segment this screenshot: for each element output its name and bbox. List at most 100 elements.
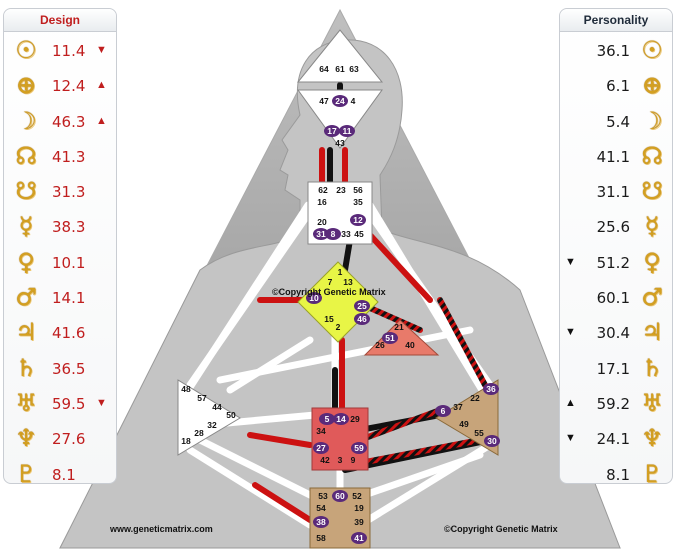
gate-highlight bbox=[332, 95, 348, 107]
gate-43: 43 bbox=[335, 138, 345, 148]
design-row-mercury[interactable]: ☿ 38.3 bbox=[4, 209, 116, 244]
gate-18: 18 bbox=[181, 436, 191, 446]
gate-47: 47 bbox=[319, 96, 329, 106]
design-row-saturn[interactable]: ♄ 36.5 bbox=[4, 351, 116, 386]
design-row-uranus[interactable]: ♅ 59.5 ▼ bbox=[4, 386, 116, 421]
design-row-north-node[interactable]: ☊ 41.3 bbox=[4, 139, 116, 174]
gate-2: 2 bbox=[336, 322, 341, 332]
gate-4: 4 bbox=[351, 96, 356, 106]
gate-13: 13 bbox=[343, 277, 353, 287]
gate-53: 53 bbox=[318, 491, 328, 501]
gate-51: 51 bbox=[385, 333, 395, 343]
design-value: 12.4 bbox=[52, 77, 86, 96]
uranus-icon: ♅ bbox=[641, 388, 663, 417]
gate-highlight bbox=[313, 516, 329, 528]
earth-icon: ⊕ bbox=[641, 71, 663, 100]
gate-10: 10 bbox=[309, 293, 319, 303]
pluto-icon: ♇ bbox=[641, 459, 663, 488]
design-row-jupiter[interactable]: ♃ 41.6 bbox=[4, 315, 116, 350]
neptune-icon: ♆ bbox=[15, 424, 37, 453]
personality-row-mercury[interactable]: ☿ 25.6 bbox=[560, 209, 672, 244]
gate-highlight bbox=[313, 442, 329, 454]
personality-row-jupiter[interactable]: ♃ 30.4 ▼ bbox=[560, 315, 672, 350]
design-value: 59.5 bbox=[52, 394, 86, 413]
design-panel: Design ☉ 11.4 ▼ ⊕ 12.4 ▲ ☽ 46.3 ▲ ☊ 41.3 ☋ 31.3 ☿ 38.3… bbox=[3, 8, 117, 486]
personality-value: 25.6 bbox=[596, 218, 630, 237]
south-node-icon: ☋ bbox=[641, 177, 663, 206]
gate-8: 8 bbox=[331, 229, 336, 239]
gate-61: 61 bbox=[335, 64, 345, 74]
gate-15: 15 bbox=[324, 314, 334, 324]
design-row-sun[interactable]: ☉ 11.4 ▼ bbox=[4, 33, 116, 68]
personality-row-south-node[interactable]: ☋ 31.1 bbox=[560, 174, 672, 209]
design-row-mars[interactable]: ♂ 14.1 bbox=[4, 280, 116, 315]
design-rows: ☉ 11.4 ▼ ⊕ 12.4 ▲ ☽ 46.3 ▲ ☊ 41.3 ☋ 31.3 ☿ 38.3 ♀ 10.1 ♂ 1… bbox=[4, 33, 116, 492]
gate-46: 46 bbox=[357, 314, 367, 324]
gate-27: 27 bbox=[316, 443, 326, 453]
personality-value: 41.1 bbox=[596, 147, 630, 166]
gate-33: 33 bbox=[341, 229, 351, 239]
design-row-earth[interactable]: ⊕ 12.4 ▲ bbox=[4, 68, 116, 103]
personality-row-north-node[interactable]: ☊ 41.1 bbox=[560, 139, 672, 174]
design-row-pluto[interactable]: ♇ 8.1 bbox=[4, 457, 116, 492]
earth-icon: ⊕ bbox=[15, 71, 37, 100]
gate-34: 34 bbox=[316, 426, 326, 436]
gate-42: 42 bbox=[320, 455, 330, 465]
gate-highlight bbox=[354, 300, 370, 312]
gate-55: 55 bbox=[474, 428, 484, 438]
gate-17: 17 bbox=[327, 126, 337, 136]
personality-row-mars[interactable]: ♂ 60.1 bbox=[560, 280, 672, 315]
gate-5: 5 bbox=[325, 414, 330, 424]
personality-row-uranus[interactable]: ♅ 59.2 ▲ bbox=[560, 386, 672, 421]
personality-row-moon[interactable]: ☽ 5.4 bbox=[560, 104, 672, 139]
copyright-center: ©Copyright Genetic Matrix bbox=[272, 287, 386, 297]
gate-36: 36 bbox=[486, 384, 496, 394]
gate-16: 16 bbox=[317, 197, 327, 207]
gate-25: 25 bbox=[357, 301, 367, 311]
fixing-arrow: ▼ bbox=[565, 326, 576, 339]
head-center bbox=[296, 29, 384, 83]
gate-21: 21 bbox=[394, 322, 404, 332]
personality-panel: Personality ☉ 36.1 ⊕ 6.1 ☽ 5.4 ☊ 41.1 ☋ 31.1 ☿ 25.6… bbox=[559, 8, 673, 486]
gate-12: 12 bbox=[353, 215, 363, 225]
gate-32: 32 bbox=[207, 420, 217, 430]
gate-24: 24 bbox=[335, 96, 345, 106]
design-row-moon[interactable]: ☽ 46.3 ▲ bbox=[4, 104, 116, 139]
mercury-icon: ☿ bbox=[644, 212, 660, 241]
design-value: 46.3 bbox=[52, 112, 86, 131]
design-row-south-node[interactable]: ☋ 31.3 bbox=[4, 174, 116, 209]
design-row-neptune[interactable]: ♆ 27.6 bbox=[4, 421, 116, 456]
gate-highlight bbox=[325, 228, 341, 240]
personality-row-saturn[interactable]: ♄ 17.1 bbox=[560, 351, 672, 386]
watermark-left[interactable]: www.geneticmatrix.com bbox=[110, 524, 213, 534]
personality-row-sun[interactable]: ☉ 36.1 bbox=[560, 33, 672, 68]
pluto-icon: ♇ bbox=[15, 459, 37, 488]
gate-23: 23 bbox=[336, 185, 346, 195]
personality-row-earth[interactable]: ⊕ 6.1 bbox=[560, 68, 672, 103]
personality-row-neptune[interactable]: ♆ 24.1 ▼ bbox=[560, 421, 672, 456]
design-value: 11.4 bbox=[52, 42, 86, 60]
gate-highlight bbox=[483, 383, 499, 395]
south-node-icon: ☋ bbox=[15, 177, 37, 206]
personality-row-pluto[interactable]: ♇ 8.1 bbox=[560, 457, 672, 492]
design-value: 27.6 bbox=[52, 430, 86, 449]
gate-highlight bbox=[313, 228, 329, 240]
venus-icon: ♀ bbox=[17, 247, 35, 276]
gate-highlight bbox=[332, 490, 348, 502]
gate-38: 38 bbox=[316, 517, 326, 527]
gate-29: 29 bbox=[350, 414, 360, 424]
uranus-icon: ♅ bbox=[15, 388, 37, 417]
design-row-venus[interactable]: ♀ 10.1 bbox=[4, 245, 116, 280]
moon-icon: ☽ bbox=[641, 106, 663, 135]
gate-58: 58 bbox=[316, 533, 326, 543]
sun-icon: ☉ bbox=[641, 36, 663, 64]
design-value: 36.5 bbox=[52, 359, 86, 378]
design-title: Design bbox=[4, 9, 116, 32]
personality-value: 8.1 bbox=[606, 465, 630, 484]
fixing-arrow: ▼ bbox=[565, 432, 576, 445]
design-value: 14.1 bbox=[52, 289, 86, 308]
gate-highlight bbox=[351, 532, 367, 544]
personality-row-venus[interactable]: ♀ 51.2 ▼ bbox=[560, 245, 672, 280]
